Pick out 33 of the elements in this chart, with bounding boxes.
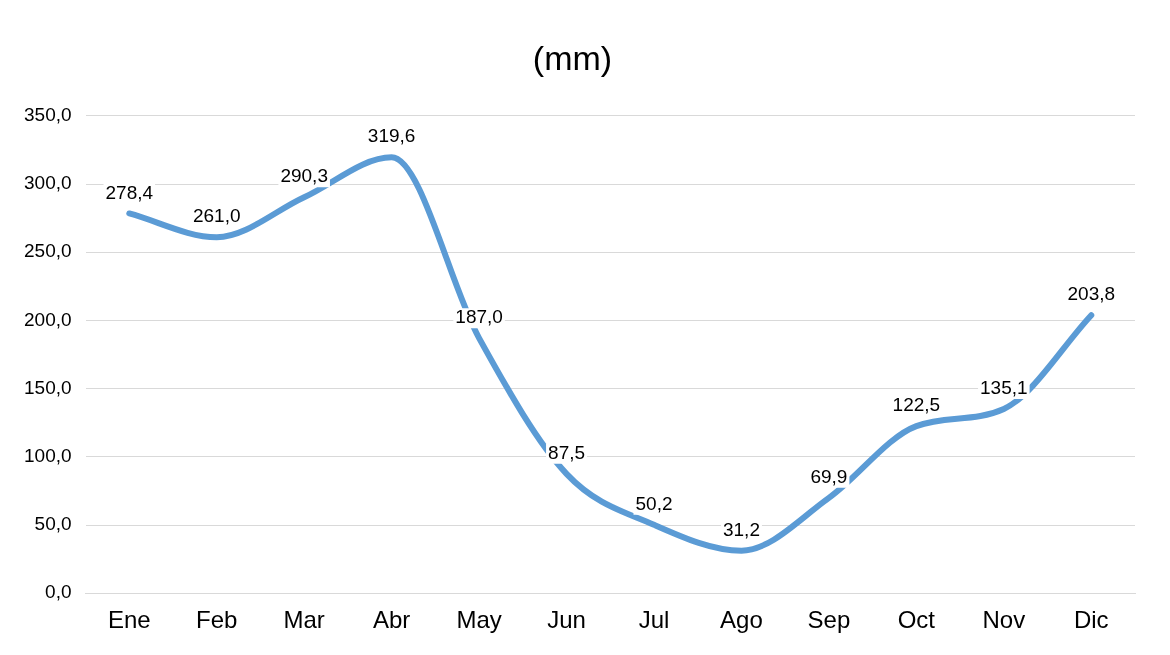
chart-title: (mm) [532, 38, 613, 77]
y-tick-label: 0,0 [45, 581, 72, 603]
data-label: 31,2 [722, 518, 760, 540]
x-tick-label: Jul [638, 606, 670, 634]
x-tick-label: Jun [547, 606, 586, 634]
x-tick-label: Sep [807, 606, 851, 634]
data-label: 135,1 [980, 377, 1028, 399]
x-tick-label: Mar [283, 606, 325, 634]
x-tick-label: Abr [372, 606, 411, 634]
data-label: 87,5 [548, 442, 586, 464]
data-label: 278,4 [105, 181, 154, 203]
data-label: 203,8 [1067, 283, 1116, 305]
x-tick-label: Nov [982, 606, 1026, 634]
x-tick-label: Feb [196, 606, 238, 634]
x-tick-label: Dic [1073, 606, 1109, 634]
data-label: 69,9 [810, 466, 848, 488]
y-tick-label: 350,0 [24, 104, 72, 126]
y-tick-label: 250,0 [24, 240, 72, 262]
y-tick-label: 100,0 [24, 445, 72, 467]
data-label: 50,2 [635, 492, 673, 514]
data-label: 290,3 [280, 165, 328, 187]
data-label: 187,0 [455, 306, 503, 328]
data-label: 319,6 [367, 125, 416, 147]
y-tick-label: 150,0 [24, 376, 72, 398]
data-label: 122,5 [892, 394, 941, 416]
x-tick-label: Oct [897, 606, 936, 634]
data-label: 261,0 [192, 205, 241, 227]
y-tick-label: 300,0 [24, 172, 72, 194]
x-tick-label: May [456, 606, 502, 634]
x-tick-label: Ago [720, 606, 763, 634]
y-tick-label: 200,0 [24, 308, 72, 330]
y-tick-label: 50,0 [34, 513, 72, 535]
x-tick-label: Ene [107, 606, 151, 634]
